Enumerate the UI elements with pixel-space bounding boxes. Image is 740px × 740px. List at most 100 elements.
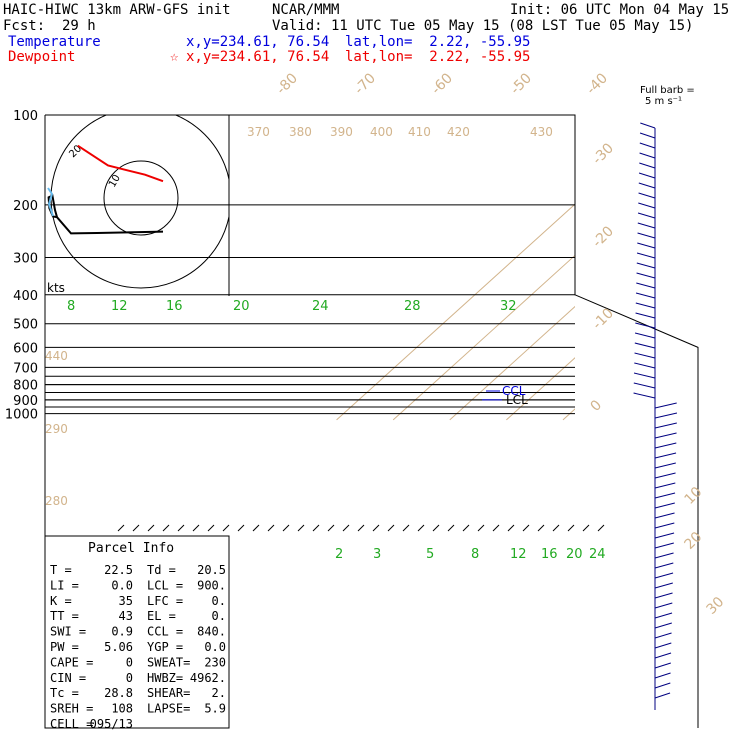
mixing-ratio-label: 20 xyxy=(566,547,583,562)
hatch-mark xyxy=(222,524,230,532)
mixing-ratio-label: 12 xyxy=(510,547,527,562)
wind-barb-flag xyxy=(654,402,677,409)
dry-adiabat-label: 420 xyxy=(447,125,470,139)
dry-adiabat-label: 440 xyxy=(45,349,68,363)
hatch-mark xyxy=(252,524,260,532)
dry-adiabat-label: 390 xyxy=(330,125,353,139)
mixing-ratio-label: 20 xyxy=(233,299,250,314)
wind-barb-flag xyxy=(654,462,676,469)
hatch-mark xyxy=(192,524,200,532)
hatch-mark xyxy=(282,524,290,532)
isotherm-line xyxy=(449,115,698,421)
hatch-mark xyxy=(567,524,575,532)
dewpoint-legend: Dewpoint xyxy=(8,49,76,65)
wind-barb-flag xyxy=(637,222,656,229)
parcel-value: 0. xyxy=(212,594,226,608)
wind-barb-flag xyxy=(638,192,656,199)
parcel-value: 0 xyxy=(126,655,133,669)
header: HAIC-HIWC 13km ARW-GFS init NCAR/MMM Ini… xyxy=(0,0,740,70)
hatch-mark xyxy=(402,524,410,532)
isotherm-line xyxy=(506,115,698,421)
dewpoint-latlon: lat,lon= 2.22, -55.95 xyxy=(345,49,531,65)
hatch-mark xyxy=(237,524,245,532)
parcel-value: 230 xyxy=(204,655,226,669)
isotherm-label: -40 xyxy=(584,70,611,97)
parcel-key: LFC = xyxy=(147,594,183,608)
isotherm-line xyxy=(392,115,698,421)
wind-barb-flag xyxy=(654,512,675,519)
pressure-label: 200 xyxy=(13,199,38,214)
dry-adiabat-label: 400 xyxy=(370,125,393,139)
parcel-value: 43 xyxy=(119,609,133,623)
isotherm-line xyxy=(562,115,698,421)
wind-barb-flag xyxy=(640,122,656,129)
parcel-value: 0. xyxy=(212,609,226,623)
parcel-key: HWBZ= xyxy=(147,671,183,685)
wind-barb-flag xyxy=(634,352,656,359)
pressure-label: 500 xyxy=(13,318,38,333)
dry-adiabat-label: 280 xyxy=(45,494,68,508)
hatch-mark xyxy=(582,524,590,532)
init-time: Init: 06 UTC Mon 04 May 15 xyxy=(510,2,730,18)
barb-title: Full barb = xyxy=(640,85,695,96)
hodograph-units: kts xyxy=(47,281,65,295)
isotherm-label: 20 xyxy=(682,529,706,553)
dry-adiabat-line xyxy=(703,101,740,420)
temperature-legend: Temperature xyxy=(8,34,101,50)
wind-barb-flag xyxy=(654,522,675,529)
wind-barb-flag xyxy=(654,612,673,619)
hatch-mark xyxy=(507,524,515,532)
isotherm-label: -60 xyxy=(429,70,456,97)
wind-barb-flag xyxy=(637,232,656,239)
hatch-mark xyxy=(327,524,335,532)
wind-barb-flag xyxy=(636,282,656,289)
wind-barb-flag xyxy=(654,482,676,489)
wind-barb-flag xyxy=(654,642,672,649)
pressure-label: 700 xyxy=(13,361,38,376)
wind-barb-flag xyxy=(654,472,676,479)
isotherm-label: -50 xyxy=(508,70,535,97)
wind-barb-flag xyxy=(633,382,656,389)
hatch-mark xyxy=(432,524,440,532)
hatch-mark xyxy=(417,524,425,532)
hatch-mark xyxy=(297,524,305,532)
wind-barb-flag xyxy=(654,432,677,439)
hatch-mark xyxy=(132,524,140,532)
wind-barb-flag xyxy=(654,632,672,639)
hatch-mark xyxy=(552,524,560,532)
wind-barb-flag xyxy=(636,252,656,259)
hatch-mark xyxy=(342,524,350,532)
mixing-ratio-label: 3 xyxy=(373,547,381,562)
isotherm-label: 0 xyxy=(588,397,606,415)
lcl-label: LCL xyxy=(506,393,528,407)
wind-barb-flag xyxy=(639,162,656,169)
wind-barb-flag xyxy=(654,552,674,559)
wind-barb-flag xyxy=(636,262,656,269)
mixing-ratio-label: 24 xyxy=(312,299,329,314)
wind-barb-flag xyxy=(633,392,656,399)
dry-adiabat-label: 290 xyxy=(45,422,68,436)
parcel-value: 4962. xyxy=(190,671,226,685)
parcel-key: SHEAR= xyxy=(147,686,190,700)
parcel-key: TT = xyxy=(50,609,79,623)
parcel-key: Td = xyxy=(147,563,176,577)
mixing-ratio-label: 8 xyxy=(67,299,75,314)
hatch-mark xyxy=(117,524,125,532)
isotherm-label: -80 xyxy=(274,70,301,97)
hatch-mark xyxy=(267,524,275,532)
wind-barb-flag xyxy=(654,662,671,669)
parcel-key: SWEAT= xyxy=(147,655,190,669)
parcel-key: Tc = xyxy=(50,686,79,700)
hodograph-ring-outer xyxy=(50,115,229,289)
wind-barb-flag xyxy=(639,152,656,159)
parcel-key: CAPE = xyxy=(50,655,93,669)
wind-barb-flag xyxy=(634,342,656,349)
wind-barb-flag xyxy=(654,542,674,549)
dry-adiabat-line xyxy=(645,115,698,421)
wind-barb-flag xyxy=(654,672,671,679)
wind-barb-flag xyxy=(638,202,656,209)
parcel-key: SWI = xyxy=(50,625,86,639)
wind-barb-flag xyxy=(654,442,677,449)
hatch-mark xyxy=(477,524,485,532)
